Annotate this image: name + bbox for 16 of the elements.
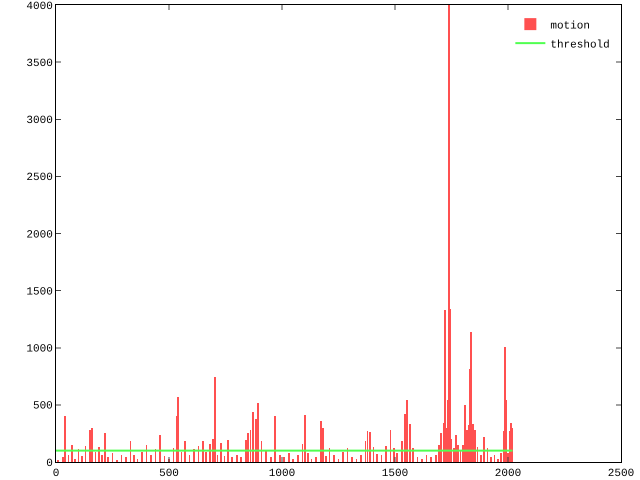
- y-tick-label: 4000: [26, 0, 53, 13]
- y-tick-label: 3500: [26, 58, 53, 70]
- x-tick-label: 1000: [268, 468, 296, 480]
- legend-label: motion: [550, 20, 590, 32]
- legend-label: threshold: [550, 39, 610, 52]
- y-tick-label: 2500: [26, 172, 53, 184]
- y-tick-label: 500: [32, 400, 53, 413]
- y-tick-label: 1500: [26, 286, 53, 298]
- y-tick-label: 3000: [26, 115, 53, 128]
- y-tick-label: 0: [46, 458, 53, 470]
- x-tick-label: 2500: [608, 468, 634, 480]
- y-tick-label: 1000: [26, 344, 53, 356]
- y-tick-label: 2000: [26, 229, 53, 242]
- x-tick-label: 1500: [382, 468, 408, 480]
- x-tick-label: 2000: [494, 468, 522, 480]
- x-tick-label: 500: [159, 468, 179, 480]
